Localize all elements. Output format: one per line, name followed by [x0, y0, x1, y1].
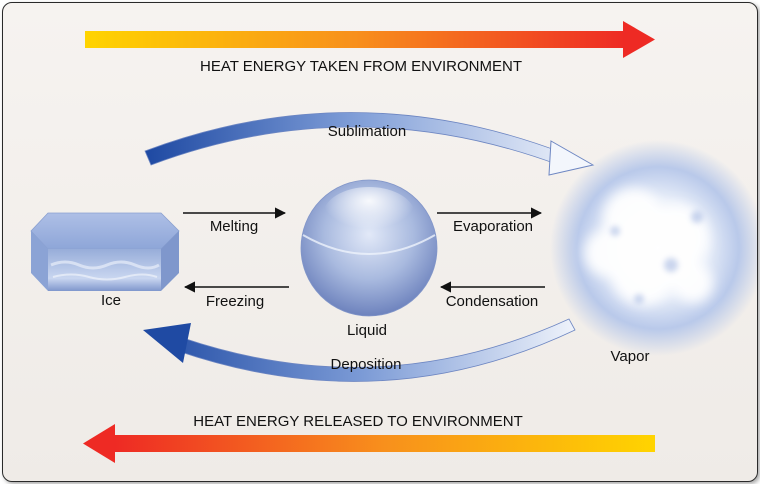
sublimation-label: Sublimation: [328, 123, 406, 140]
ice-block: [30, 212, 180, 291]
vapor-label: Vapor: [611, 348, 650, 365]
phase-change-diagram: HEAT ENERGY TAKEN FROM ENVIRONMENT HEAT …: [30, 21, 757, 463]
ice-label: Ice: [101, 292, 121, 309]
heat-released-label: HEAT ENERGY RELEASED TO ENVIRONMENT: [193, 413, 523, 430]
heat-taken-arrow: [85, 21, 655, 58]
sublimation-arrow: [144, 112, 595, 176]
heat-released-arrow: [83, 424, 655, 463]
liquid-sphere: [300, 179, 438, 317]
evaporation-label: Evaporation: [453, 218, 533, 235]
vapor-cloud: [550, 140, 757, 356]
deposition-arrow: [143, 318, 576, 382]
freezing-label: Freezing: [206, 293, 264, 310]
liquid-label: Liquid: [347, 322, 387, 339]
melting-label: Melting: [210, 218, 258, 235]
deposition-label: Deposition: [331, 356, 402, 373]
condensation-label: Condensation: [446, 293, 539, 310]
heat-taken-label: HEAT ENERGY TAKEN FROM ENVIRONMENT: [200, 58, 522, 75]
